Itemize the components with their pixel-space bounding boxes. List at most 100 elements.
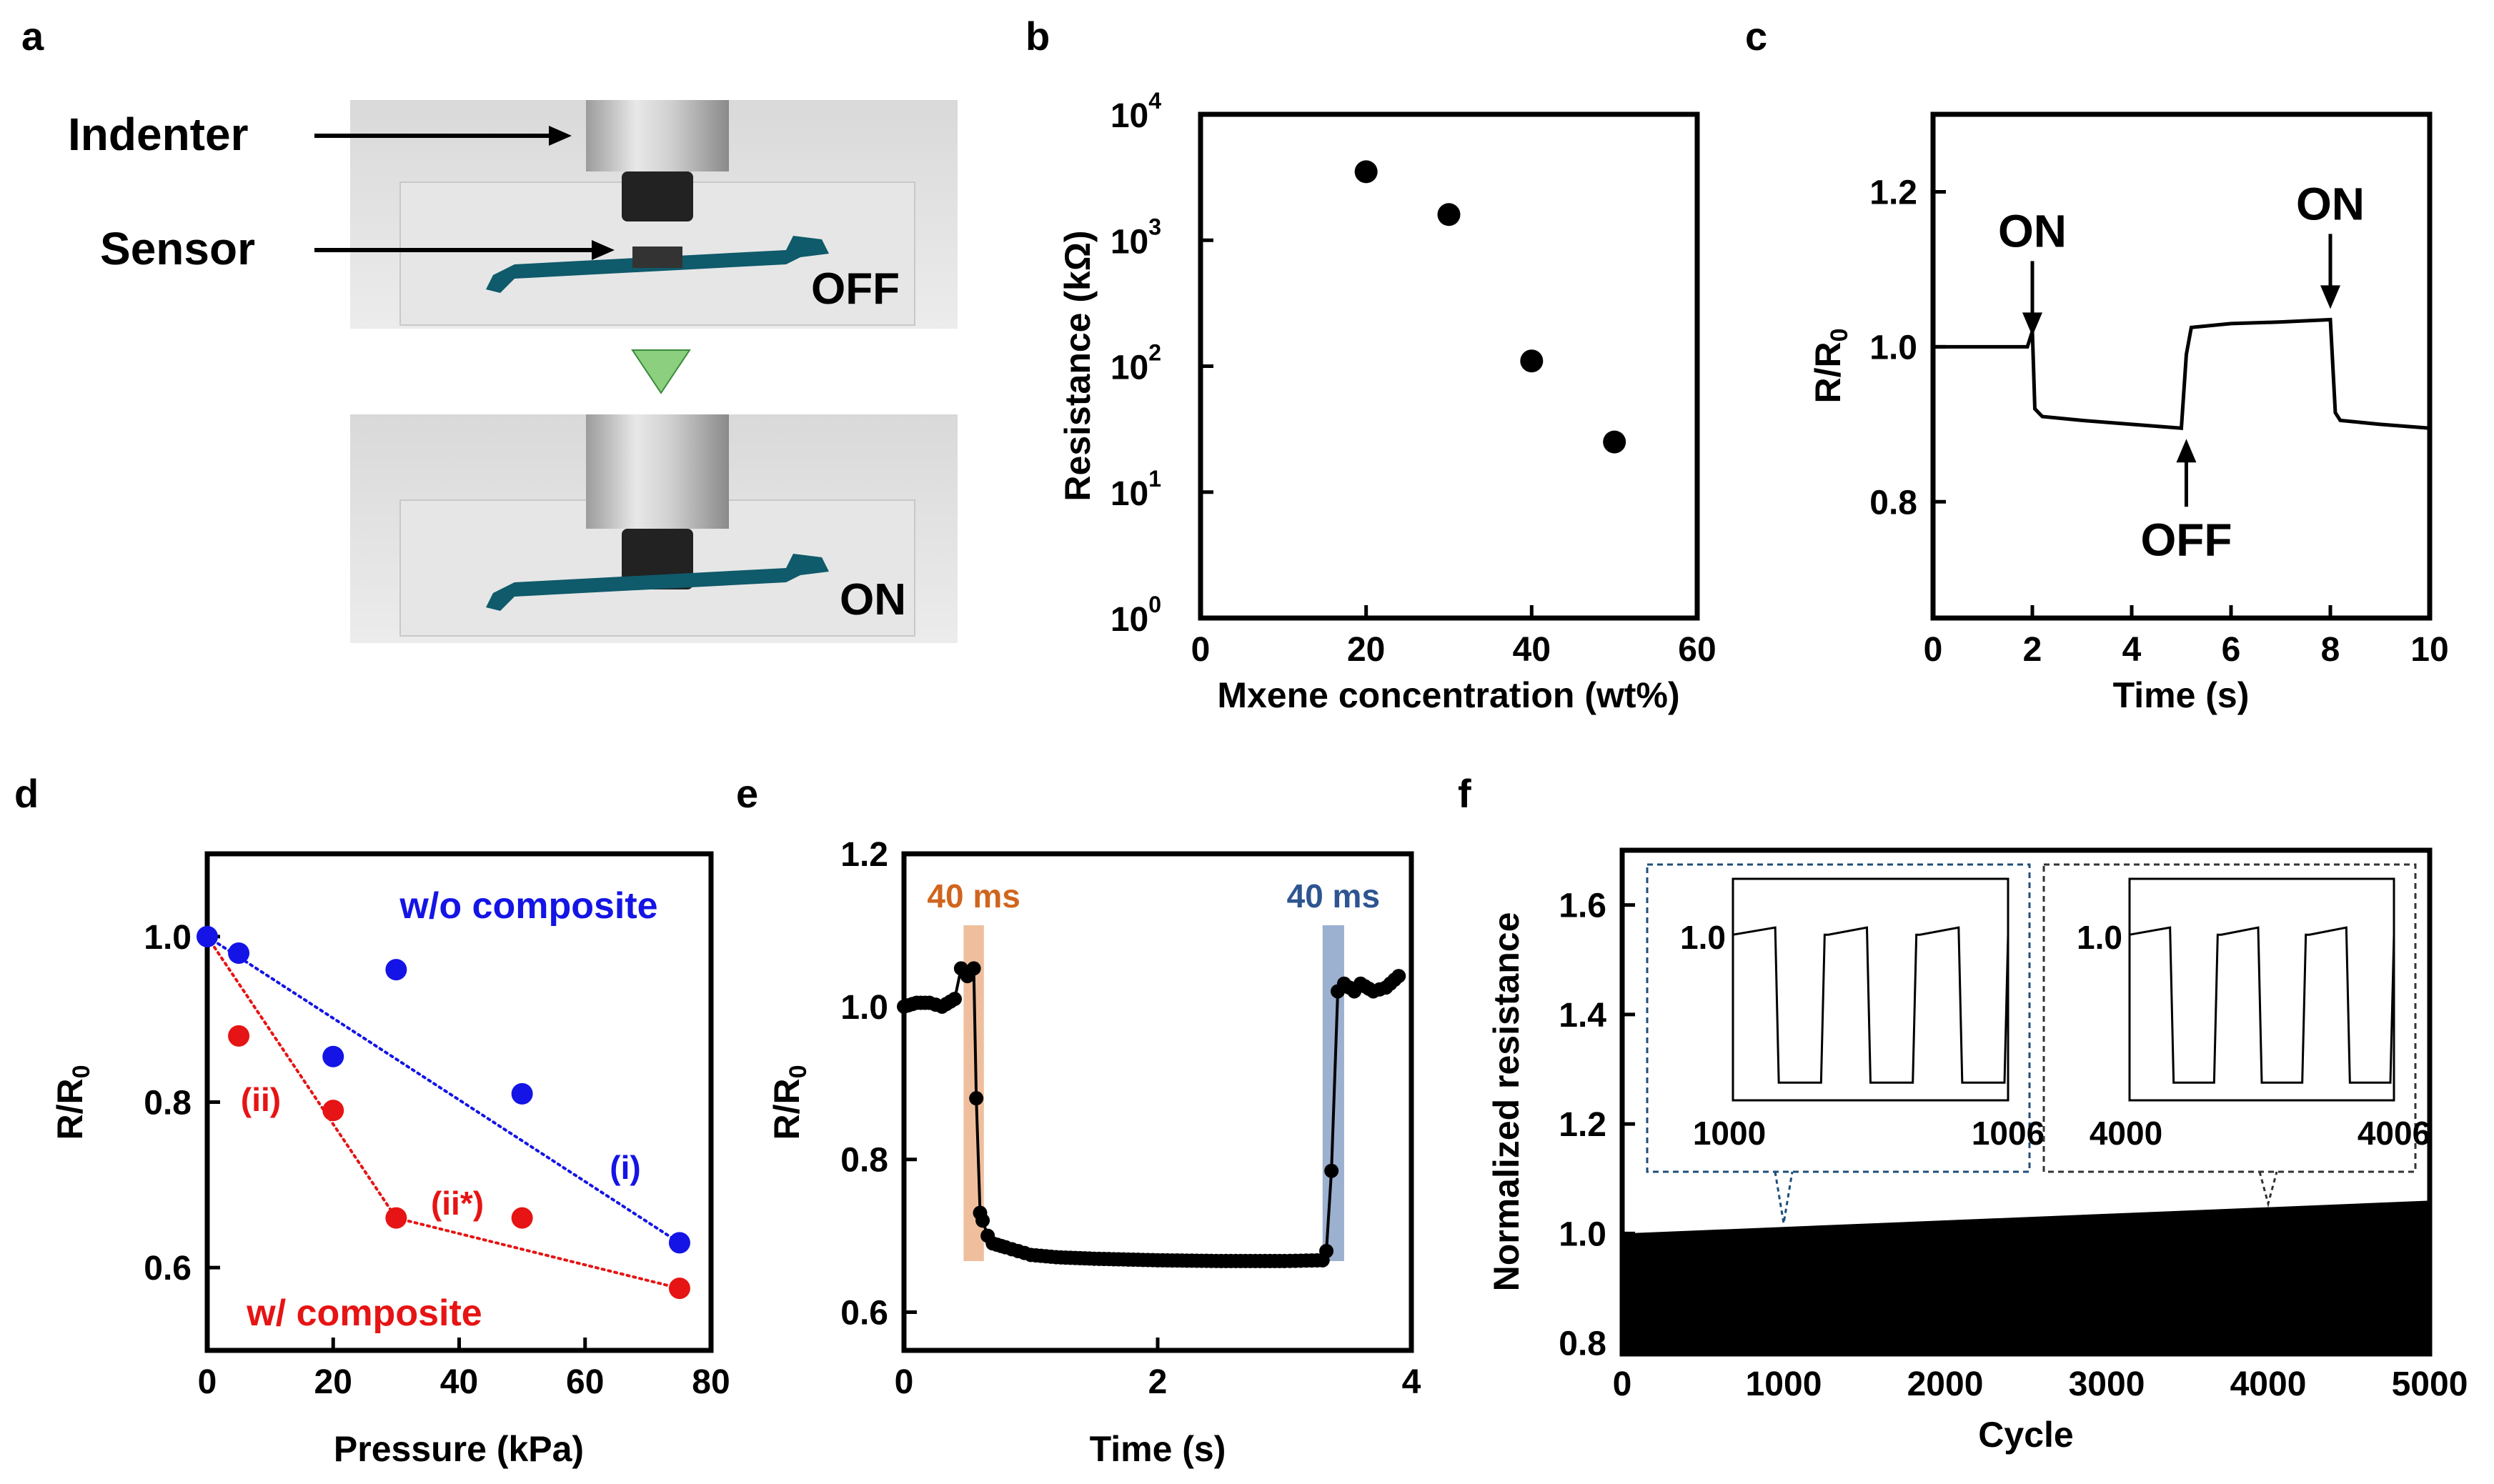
chart-b-ylabel: Resistance (kΩ) [1058,230,1098,501]
chart-f-ytick-label: 0.8 [1559,1325,1606,1363]
indenter-body-on [586,414,729,529]
chart-d-xtick-label: 20 [314,1363,352,1401]
chart-b-ytick-label: 102 [1111,340,1161,387]
on-state-label: ON [840,575,906,624]
chart-d-xtick-label: 80 [692,1363,730,1401]
chart-f-xlabel: Cycle [1978,1415,2073,1455]
chart-b-xtick-label: 0 [1191,631,1211,669]
chart-f-xtick-label: 4000 [2230,1365,2307,1403]
indenter-arrow-head [549,126,572,146]
chart-d-point [511,1082,533,1105]
panel-label-d: d [14,771,39,816]
indenter-tip-off [622,171,693,221]
chart-d-ytick-label: 0.6 [144,1250,192,1288]
chart-c-annotation-arrowhead [2022,312,2042,337]
chart-d-point [228,1025,250,1047]
chart-f-inset-xstart: 4000 [2090,1115,2162,1152]
chart-f-inset-ylabel: 1.0 [1680,919,1726,956]
chart-d-point [511,1207,533,1229]
chart-e-highlight-label: 40 ms [1287,877,1380,915]
chart-d-point [322,1045,344,1067]
chart-f-inset-trace [1732,926,2009,1084]
chart-b: 100 101 102 103 104 0 20 40 60 Mxene concentrat… [1058,88,1717,715]
chart-f-inset-box [2042,863,2417,1173]
chart-d-xtick-label: 60 [566,1363,604,1401]
chart-c-series-line [1933,317,2430,430]
panel-label-c: c [1745,14,1767,59]
chart-f-inset-trace [2129,926,2395,1084]
chart-d-ytick-label: 0.8 [144,1085,192,1122]
panel-label-e: e [736,771,758,816]
chart-b-point [1354,160,1378,184]
chart-d-annotation: w/o composite [399,885,657,927]
chart-f-inset-pointer [2258,1171,2278,1208]
chart-f-ylabel: Normalized resistance [1486,912,1526,1292]
chart-f-xtick-label: 0 [1613,1365,1632,1403]
chart-f: 0.8 1.0 1.2 1.4 1.6 0 1000 2000 3000 4000 5000 1.… [1486,847,2468,1455]
chart-d-annotation: w/ composite [246,1293,482,1334]
chart-f-ytick-label: 1.2 [1559,1106,1606,1144]
chart-f-ytick-label: 1.4 [1559,997,1606,1035]
chart-b-xtick-label: 40 [1513,631,1551,669]
chart-b-point [1520,349,1544,373]
chart-e-ytick-label: 1.2 [840,836,888,874]
chart-e-point [969,1091,984,1106]
chart-c-ytick-label: 1.0 [1869,329,1917,367]
chart-d-ytick-label: 1.0 [144,919,192,957]
chart-b-ytick-label: 101 [1111,466,1161,513]
chart-e-point [1324,1163,1339,1178]
chart-c-ytick-label: 0.8 [1869,484,1917,522]
chart-b-xtick-label: 20 [1347,631,1385,669]
indenter-body-off [586,100,729,171]
transition-arrow-icon [631,349,691,394]
chart-b-frame [1198,111,1700,621]
chart-b-xlabel: Mxene concentration (wt%) [1217,675,1679,715]
chart-e-point [1391,969,1406,984]
chart-d-annotation: (i) [610,1149,640,1186]
off-state-label: OFF [811,264,900,314]
chart-f-inset-box [1646,863,2031,1173]
chart-e-xtick-label: 4 [1402,1363,1421,1401]
chart-b-point [1437,203,1461,226]
chart-e-ytick-label: 0.6 [840,1295,888,1333]
chart-e-ylabel: R/R0 [767,1065,812,1140]
chart-e-xtick-label: 2 [1148,1363,1168,1401]
chart-c-annotation-off: OFF [2140,514,2232,565]
chart-c-xtick-label: 0 [1924,631,1943,669]
chart-c-xtick-label: 10 [2410,631,2448,669]
chart-d-point [385,959,407,981]
chart-c-ylabel: R/R0 [1808,328,1853,403]
chart-f-xtick-label: 2000 [1907,1365,1984,1403]
chart-d-annotation: (ii) [241,1081,281,1118]
chart-d-point [668,1232,690,1254]
chart-e-ytick-label: 1.0 [840,989,888,1027]
chart-c-annotation-arrowhead [2176,439,2197,463]
chart-f-inset-pointer [1774,1171,1794,1224]
chart-f-xtick-label: 5000 [2392,1365,2468,1403]
chart-f-inset-xend: 4006 [2358,1115,2430,1152]
chart-f-inset-ylabel: 1.0 [2077,919,2122,956]
chart-d-xlabel: Pressure (kPa) [334,1429,584,1469]
chart-d-ylabel: R/R0 [50,1065,95,1140]
chart-c-annotation-on: ON [2296,178,2365,229]
chart-c-frame [1930,111,2433,621]
chart-e-point [975,1213,990,1228]
chart-c-xlabel: Time (s) [2113,675,2250,715]
photo-off-state: OFF [350,100,958,329]
chart-d-point [668,1278,690,1300]
chart-b-xtick-label: 60 [1678,631,1716,669]
chart-e-point [1319,1244,1334,1258]
chart-f-xtick-label: 3000 [2069,1365,2145,1403]
chart-d-point [197,925,218,947]
chart-f-cycle-band [1622,1200,2430,1354]
chart-e-xlabel: Time (s) [1090,1429,1226,1469]
chart-d-annotation: (ii*) [431,1185,484,1222]
chart-d-fit-line [206,935,681,1245]
chart-e-point [966,961,981,976]
chart-f-inset-xstart: 1000 [1693,1115,1766,1152]
chart-b-point [1603,430,1626,454]
chart-f-frame [1619,847,2433,1357]
chart-b-ytick-label: 100 [1111,592,1161,639]
chart-f-ytick-label: 1.6 [1559,887,1606,925]
